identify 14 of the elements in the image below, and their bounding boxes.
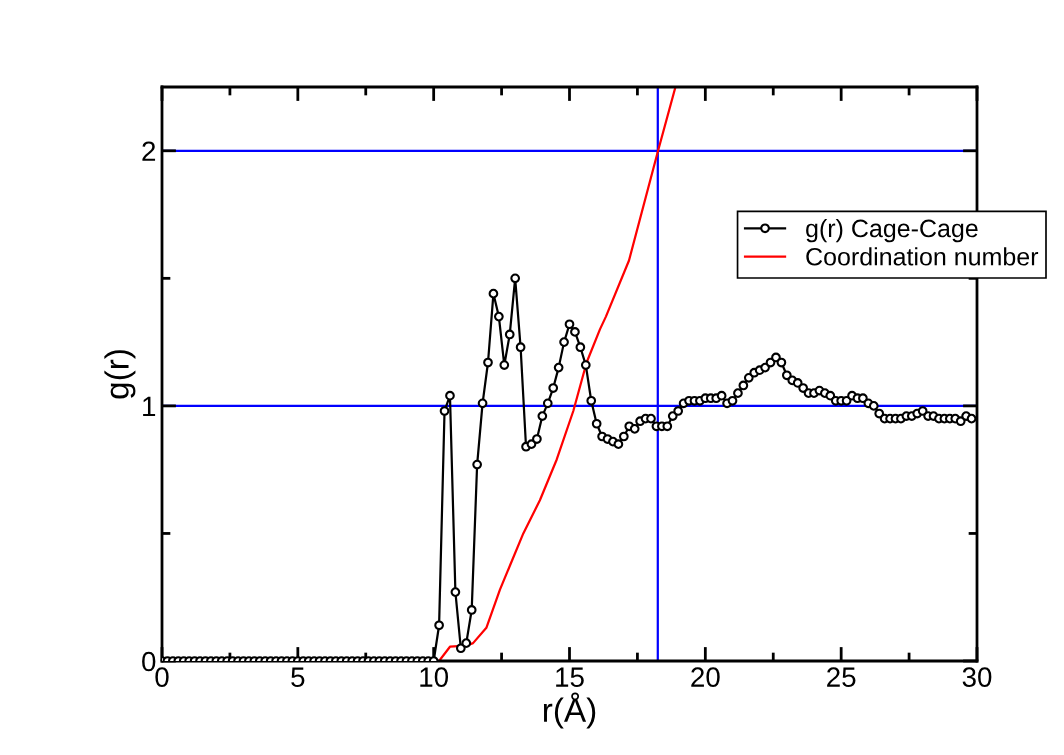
x-axis-title: r(Å) bbox=[543, 692, 596, 729]
x-tick-label: 5 bbox=[291, 667, 305, 687]
x-tick-label: 25 bbox=[827, 667, 856, 687]
legend-label: Coordination number bbox=[806, 247, 1039, 266]
x-tick-label: 15 bbox=[556, 667, 584, 687]
x-tick-label: 30 bbox=[962, 667, 992, 687]
y-tick-label: 0 bbox=[142, 651, 156, 672]
x-tick-label: 10 bbox=[420, 667, 449, 687]
y-tick-label: 1 bbox=[143, 396, 156, 416]
y-tick-label: 2 bbox=[142, 141, 156, 161]
legend-label: g(r) Cage-Cage bbox=[806, 218, 978, 243]
x-tick-label: 20 bbox=[691, 667, 720, 687]
y-axis-title: g(r) bbox=[104, 350, 136, 399]
x-tick-label: 0 bbox=[155, 667, 169, 687]
